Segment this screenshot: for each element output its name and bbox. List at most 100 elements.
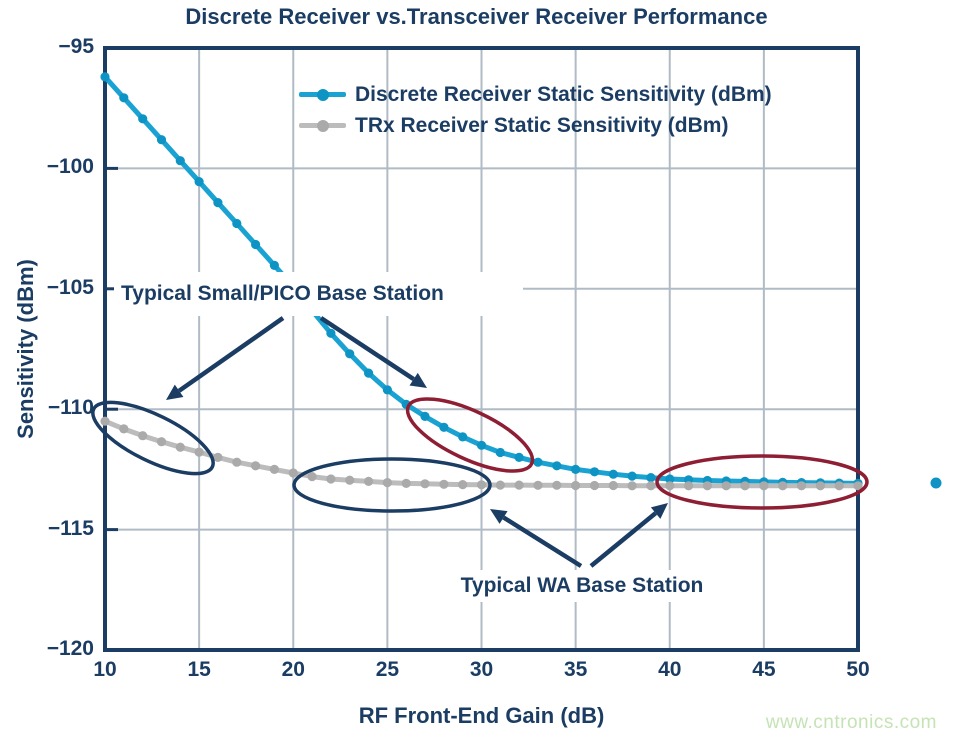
- x-axis-title: RF Front-End Gain (dB): [358, 703, 605, 728]
- x-tick-label-40: 40: [658, 658, 682, 681]
- discrete-receiver-marker: [345, 349, 355, 359]
- x-tick-label-50: 50: [846, 658, 870, 681]
- discrete-receiver-marker: [269, 260, 279, 270]
- x-tick-label-30: 30: [469, 658, 494, 681]
- trx-receiver-marker: [100, 416, 110, 426]
- discrete-receiver-marker: [119, 93, 129, 103]
- trx-receiver-marker: [476, 480, 487, 490]
- trx-receiver-marker: [175, 442, 185, 452]
- discrete-receiver-marker: [665, 474, 675, 484]
- x-tick-label-15: 15: [187, 658, 211, 681]
- trx-receiver-marker: [815, 481, 826, 491]
- discrete-receiver-marker: [646, 473, 656, 483]
- legend-item-trx: TRx Receiver Static Sensitivity (dBm): [299, 110, 772, 141]
- discrete-receiver-marker: [608, 469, 618, 479]
- discrete-receiver-marker: [156, 135, 167, 145]
- discrete-receiver-marker: [571, 464, 581, 474]
- highlight-ellipse-small-pico-trx-region: [91, 400, 215, 476]
- x-tick-label-20: 20: [281, 658, 305, 681]
- trx-receiver-marker: [589, 480, 600, 491]
- trx-receiver-marker: [345, 475, 355, 485]
- legend-label-trx: TRx Receiver Static Sensitivity (dBm): [355, 113, 729, 137]
- x-tick-label-10: 10: [93, 658, 117, 681]
- x-tick-label-45: 45: [752, 658, 776, 681]
- trx-receiver-marker: [326, 474, 336, 484]
- legend-marker-trx-line-icon: [299, 119, 346, 132]
- trx-receiver-marker: [684, 481, 694, 491]
- highlight-ellipse-wa-discrete-region: [655, 454, 869, 510]
- trx-receiver-marker: [740, 481, 750, 491]
- watermark-text: www.cntronics.com: [765, 712, 937, 733]
- discrete-receiver-marker: [138, 114, 148, 124]
- discrete-receiver-marker: [194, 177, 204, 187]
- y-tick-label--95: −95: [58, 35, 94, 58]
- discrete-receiver-marker: [326, 328, 336, 338]
- trx-receiver-marker: [834, 481, 844, 491]
- discrete-receiver-marker: [514, 452, 524, 462]
- trx-receiver-marker: [608, 480, 618, 491]
- trx-receiver-marker: [364, 476, 374, 486]
- trx-receiver-marker: [702, 481, 713, 491]
- plot-frame: [103, 46, 860, 652]
- trx-receiver-marker: [194, 447, 204, 457]
- highlight-ellipse-small-pico-discrete-region: [405, 397, 535, 473]
- trx-receiver-marker: [627, 481, 637, 491]
- trx-receiver-marker: [778, 481, 788, 491]
- trx-receiver-marker: [514, 480, 524, 490]
- discrete-receiver-marker: [232, 218, 242, 229]
- x-tick-label-25: 25: [375, 658, 400, 681]
- trx-receiver-marker: [288, 468, 298, 478]
- chart-title: Discrete Receiver vs.Transceiver Receive…: [185, 4, 768, 29]
- trx-receiver-marker: [721, 481, 731, 491]
- trx-receiver-marker: [232, 457, 242, 467]
- discrete-receiver-marker: [251, 239, 261, 250]
- trx-receiver-marker: [853, 481, 863, 491]
- y-tick-label--120: −120: [46, 637, 94, 660]
- annotation-wa-base-station: Typical WA Base Station: [430, 570, 734, 602]
- legend-marker-discrete-dot-icon: [316, 88, 329, 101]
- discrete-receiver-marker: [100, 72, 110, 82]
- trx-receiver-marker: [458, 480, 468, 490]
- x-tick-label-35: 35: [563, 658, 588, 681]
- legend-marker-discrete-line-icon: [299, 88, 346, 101]
- trx-receiver-marker: [156, 437, 167, 447]
- trx-receiver-marker: [495, 480, 505, 490]
- y-tick-label--115: −115: [47, 516, 94, 540]
- discrete-receiver-marker: [175, 156, 185, 166]
- trx-receiver-marker: [796, 481, 807, 491]
- trx-receiver-marker: [665, 481, 675, 491]
- discrete-receiver-marker: [589, 467, 600, 477]
- trx-receiver-marker: [571, 480, 581, 491]
- trx-receiver-marker: [382, 478, 392, 488]
- trx-receiver-marker: [759, 481, 769, 491]
- discrete-receiver-marker: [382, 385, 392, 395]
- annotation-small-pico-base-station: Typical Small/PICO Base Station: [114, 272, 523, 316]
- trx-receiver-marker: [138, 431, 148, 441]
- trx-receiver-marker: [269, 464, 279, 474]
- discrete-receiver-marker: [533, 457, 543, 467]
- trx-receiver-marker: [533, 480, 543, 490]
- discrete-receiver-marker: [627, 471, 637, 481]
- y-tick-label--105: −105: [46, 275, 94, 299]
- discrete-receiver-marker: [364, 368, 374, 378]
- discrete-receiver-marker: [420, 411, 430, 421]
- trx-receiver-marker: [307, 472, 317, 482]
- trx-receiver-marker: [213, 452, 223, 462]
- legend-item-discrete: Discrete Receiver Static Sensitivity (dB…: [299, 79, 772, 110]
- legend: Discrete Receiver Static Sensitivity (dB…: [299, 79, 772, 141]
- trx-receiver-marker: [439, 479, 449, 489]
- discrete-receiver-marker: [439, 422, 449, 432]
- highlight-ellipse-wa-trx-region: [292, 457, 492, 513]
- y-tick-label--110: −110: [47, 396, 94, 420]
- legend-label-discrete: Discrete Receiver Static Sensitivity (dB…: [355, 82, 772, 106]
- trx-receiver-marker: [552, 480, 562, 490]
- discrete-receiver-marker: [495, 447, 505, 458]
- stray-series-dot: [930, 477, 942, 489]
- trx-receiver-marker: [251, 461, 261, 471]
- discrete-receiver-marker: [476, 440, 487, 450]
- trx-receiver-marker: [119, 424, 129, 434]
- y-tick-label--100: −100: [46, 155, 94, 179]
- discrete-receiver-marker: [458, 432, 468, 442]
